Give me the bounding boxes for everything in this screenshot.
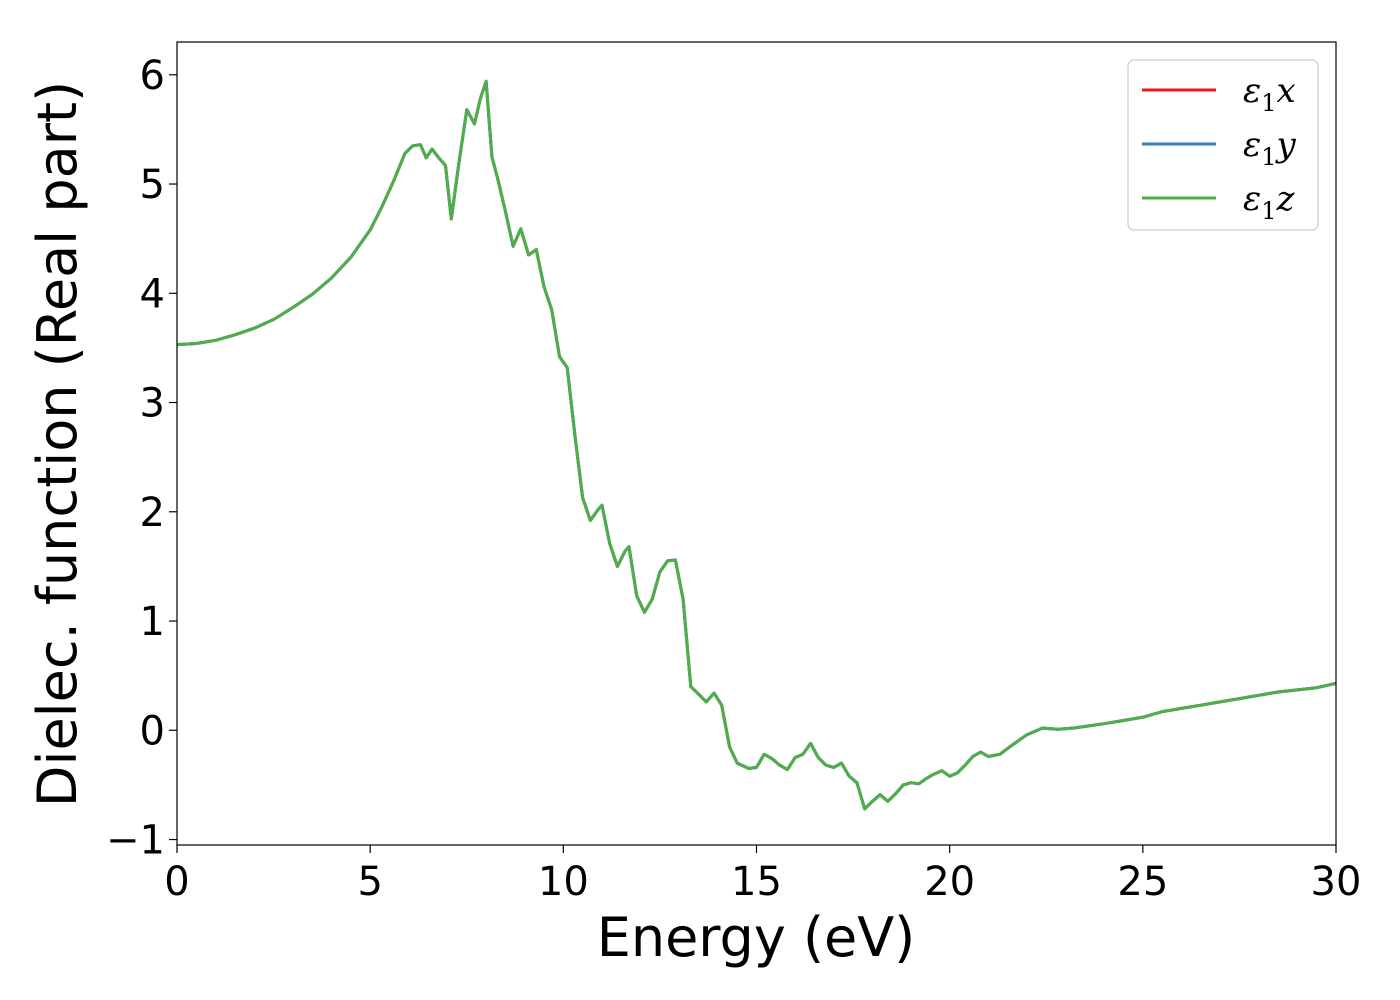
y-tick-label: 2 bbox=[140, 490, 165, 536]
y-tick-label: 3 bbox=[140, 381, 165, 427]
y-axis: −1 0 1 2 3 4 5 6 bbox=[106, 53, 177, 864]
x-tick-label: 20 bbox=[924, 859, 975, 905]
y-axis-title: Dielec. function (Real part) bbox=[26, 81, 89, 807]
x-tick-label: 0 bbox=[164, 859, 189, 905]
legend-entry: ε1y bbox=[1243, 125, 1297, 171]
y-tick-label: 6 bbox=[140, 53, 165, 99]
x-axis-title: Energy (eV) bbox=[597, 906, 916, 969]
y-tick-label: 0 bbox=[140, 708, 165, 754]
x-tick-label: 10 bbox=[538, 859, 589, 905]
y-tick-label: 1 bbox=[140, 599, 165, 645]
series-line-2 bbox=[177, 79, 1336, 811]
series-layer bbox=[177, 79, 1336, 811]
x-tick-label: 25 bbox=[1117, 859, 1168, 905]
x-tick-label: 30 bbox=[1311, 859, 1362, 905]
x-axis: 0 5 10 15 20 25 30 bbox=[164, 845, 1361, 905]
x-tick-label: 15 bbox=[731, 859, 782, 905]
x-tick-label: 5 bbox=[357, 859, 382, 905]
legend-box bbox=[1127, 59, 1319, 231]
y-tick-label: 4 bbox=[140, 271, 165, 317]
y-tick-label: 5 bbox=[140, 162, 165, 208]
y-tick-label: −1 bbox=[106, 818, 165, 864]
legend-entry: ε1x bbox=[1243, 71, 1296, 117]
legend: ε1x ε1y ε1z bbox=[1127, 59, 1319, 231]
legend-entry: ε1z bbox=[1243, 179, 1296, 225]
